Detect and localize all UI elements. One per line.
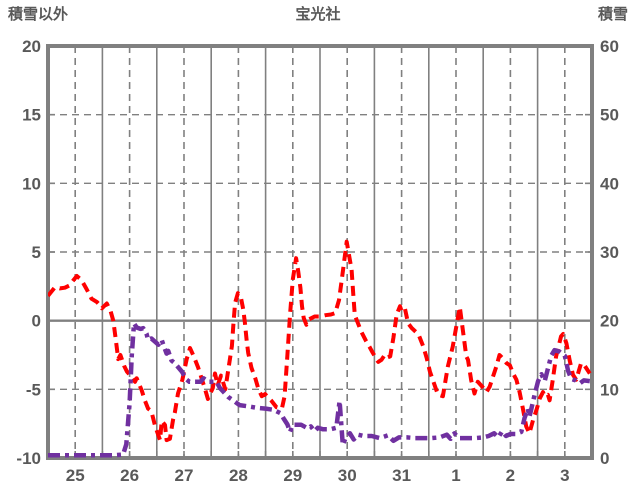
plot-border	[46, 44, 594, 460]
left-axis-label: -5	[26, 380, 41, 399]
x-axis-label: 31	[392, 466, 411, 485]
x-axis-label: 2	[506, 466, 515, 485]
x-axis-label: 27	[175, 466, 194, 485]
chart-title: 宝光社	[295, 6, 341, 23]
left-axis-label: -10	[16, 449, 41, 468]
left-axis-label: 10	[22, 174, 41, 193]
right-axis-label: 30	[600, 243, 619, 262]
right-axis-label: 40	[600, 174, 619, 193]
left-axis-label: 0	[32, 312, 41, 331]
x-axis-label: 28	[229, 466, 248, 485]
right-axis-label: 10	[600, 380, 619, 399]
right-axis-label: 50	[600, 106, 619, 125]
left-axis-label: 15	[22, 106, 41, 125]
x-axis-label: 30	[338, 466, 357, 485]
x-axis-label: 25	[66, 466, 85, 485]
temperature-line	[48, 239, 592, 443]
x-axis-label: 1	[451, 466, 460, 485]
left-axis-label: 5	[32, 243, 41, 262]
right-axis-title: 積雪	[597, 6, 628, 23]
x-axis-label: 26	[120, 466, 139, 485]
right-axis-label: 60	[600, 37, 619, 56]
right-axis-label: 20	[600, 312, 619, 331]
left-axis-label: 20	[22, 37, 41, 56]
right-axis-label: 0	[600, 449, 609, 468]
snow-depth-line	[48, 321, 591, 458]
x-axis-label: 29	[283, 466, 302, 485]
x-axis-label: 3	[560, 466, 569, 485]
left-axis-title: 積雪以外	[8, 6, 69, 23]
